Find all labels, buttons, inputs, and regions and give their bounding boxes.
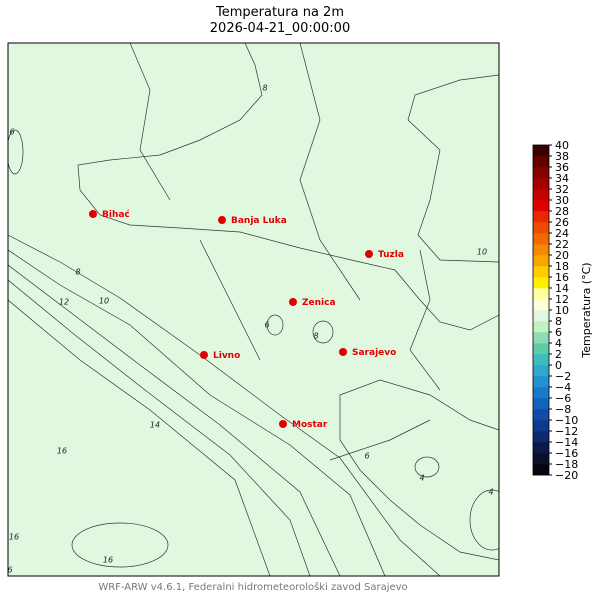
colorbar-tick-label: 38 — [555, 150, 569, 163]
colorbar-tick-label: −4 — [555, 381, 571, 394]
contour-label: 8 — [75, 268, 80, 277]
contour-label: 6 — [364, 452, 369, 461]
colorbar-tick-label: 30 — [555, 194, 569, 207]
colorbar-swatch — [533, 387, 549, 399]
colorbar-tick-label: −2 — [555, 370, 571, 383]
contour-label: 16 — [103, 556, 113, 565]
colorbar-tick-label: −6 — [555, 392, 571, 405]
colorbar-tick-label: 16 — [555, 271, 569, 284]
footer: WRF-ARW v4.6.1, Federalni hidrometeorolo… — [98, 581, 407, 593]
colorbar-swatch — [533, 442, 549, 454]
contour-label: 16 — [57, 447, 67, 456]
colorbar-tick-label: −18 — [555, 458, 578, 471]
city-label: Banja Luka — [231, 216, 287, 226]
colorbar-swatch — [533, 288, 549, 300]
colorbar-swatch — [533, 200, 549, 212]
colorbar-tick-label: 2 — [555, 348, 562, 361]
city-marker — [365, 250, 373, 258]
city-label: Mostar — [292, 420, 328, 430]
colorbar-swatch — [533, 343, 549, 355]
contour-label: 12 — [59, 298, 69, 307]
city-marker — [339, 348, 347, 356]
contour-label: 14 — [150, 421, 160, 430]
colorbar-tick-label: −12 — [555, 425, 578, 438]
colorbar-swatch — [533, 365, 549, 377]
subtitle: 2026-04-21_00:00:00 — [210, 21, 350, 36]
colorbar-swatch — [533, 145, 549, 157]
colorbar-swatch — [533, 222, 549, 234]
colorbar-tick-label: 36 — [555, 161, 569, 174]
city-marker — [279, 420, 287, 428]
colorbar-tick-label: 22 — [555, 238, 569, 251]
colorbar-swatch — [533, 178, 549, 190]
colorbar-swatch — [533, 376, 549, 388]
colorbar-swatch — [533, 420, 549, 432]
colorbar-swatch — [533, 453, 549, 465]
colorbar-swatch — [533, 354, 549, 366]
colorbar-tick-label: 32 — [555, 183, 569, 196]
colorbar-tick-label: 40 — [555, 139, 569, 152]
colorbar-swatch — [533, 277, 549, 289]
colorbar-tick-label: 34 — [555, 172, 569, 185]
colorbar: −20−18−16−14−12−10−8−6−4−202468101214161… — [532, 139, 578, 482]
city-marker — [200, 351, 208, 359]
city-marker — [218, 216, 226, 224]
colorbar-tick-label: 18 — [555, 260, 569, 273]
colorbar-swatch — [533, 156, 549, 168]
colorbar-swatch — [533, 255, 549, 267]
contour-label: 6 — [7, 566, 12, 575]
title: Temperatura na 2m — [215, 5, 344, 20]
colorbar-tick-label: 12 — [555, 293, 569, 306]
colorbar-tick-label: 8 — [555, 315, 562, 328]
city-label: Bihać — [102, 209, 130, 220]
colorbar-swatch — [533, 167, 549, 179]
colorbar-swatch — [533, 189, 549, 201]
contour-label: 6 — [9, 128, 14, 137]
colorbar-label: Temperatura (°C) — [580, 262, 593, 358]
contour-label: 4 — [419, 474, 424, 483]
contour-label: 10 — [477, 248, 487, 257]
city-label: Sarajevo — [352, 348, 396, 358]
contour-label: 8 — [262, 84, 267, 93]
colorbar-swatch — [533, 299, 549, 311]
colorbar-swatch — [533, 211, 549, 223]
contour-label: 4 — [488, 488, 493, 497]
colorbar-swatch — [533, 310, 549, 322]
map — [8, 43, 499, 576]
contour-label: 10 — [99, 297, 109, 306]
colorbar-swatch — [533, 266, 549, 278]
colorbar-tick-label: 4 — [555, 337, 562, 350]
city-label: Tuzla — [378, 250, 404, 260]
city-label: Zenica — [302, 298, 336, 308]
city-label: Livno — [213, 351, 240, 361]
city-marker — [289, 298, 297, 306]
colorbar-tick-label: 6 — [555, 326, 562, 339]
colorbar-swatch — [533, 398, 549, 410]
colorbar-tick-label: −10 — [555, 414, 578, 427]
contour-label: 16 — [9, 533, 19, 542]
colorbar-swatch — [533, 431, 549, 443]
contour-label: 8 — [313, 332, 318, 341]
colorbar-tick-label: −8 — [555, 403, 571, 416]
colorbar-tick-label: 20 — [555, 249, 569, 262]
colorbar-swatch — [533, 409, 549, 421]
map-frame — [7, 42, 500, 577]
colorbar-tick-label: 0 — [555, 359, 562, 372]
colorbar-tick-label: 24 — [555, 227, 569, 240]
colorbar-swatch — [533, 244, 549, 256]
colorbar-tick-label: −14 — [555, 436, 578, 449]
colorbar-swatch — [533, 332, 549, 344]
colorbar-tick-label: 10 — [555, 304, 569, 317]
colorbar-tick-label: 14 — [555, 282, 569, 295]
colorbar-tick-label: −16 — [555, 447, 578, 460]
colorbar-tick-label: 26 — [555, 216, 569, 229]
colorbar-swatch — [533, 321, 549, 333]
colorbar-tick-label: 28 — [555, 205, 569, 218]
colorbar-swatch — [533, 464, 549, 476]
colorbar-tick-label: −20 — [555, 469, 578, 482]
contour-label: 6 — [264, 321, 269, 330]
city-marker — [89, 210, 97, 218]
colorbar-swatch — [533, 233, 549, 245]
